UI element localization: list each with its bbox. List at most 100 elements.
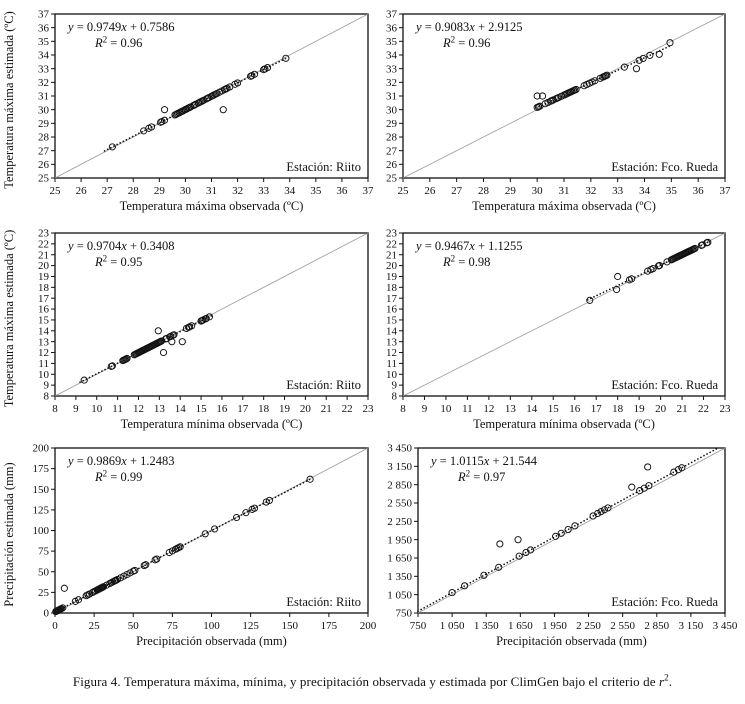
x-axis-title: Temperatura mínima observada (ºC) (473, 417, 655, 431)
data-point (282, 54, 290, 62)
y-tick-label: 19 (38, 271, 50, 283)
y-tick-label: 34 (38, 50, 50, 62)
y-tick-label: 18 (386, 282, 398, 294)
y-tick-label: 23 (38, 228, 50, 240)
x-tick-label: 36 (336, 185, 348, 197)
x-tick-label: 19 (279, 403, 291, 415)
data-point-outlier (496, 540, 504, 548)
data-point-outlier (628, 483, 636, 491)
data-point (448, 589, 456, 597)
data-point (678, 464, 686, 472)
y-tick-label: 10 (38, 369, 50, 381)
x-tick-label: 34 (639, 185, 651, 197)
y-tick-label: 20 (386, 260, 398, 272)
x-tick-label: 37 (363, 185, 375, 197)
x-tick-label: 27 (102, 185, 114, 197)
y-tick-label: 14 (386, 325, 398, 337)
x-tick-label: 35 (310, 185, 322, 197)
y-tick-label: 11 (38, 358, 49, 370)
regression-equation: y = 0.9869x + 1.2483 (66, 454, 175, 468)
y-tick-label: 0 (44, 608, 50, 620)
y-tick-label: 29 (386, 118, 398, 130)
y-tick-label: 200 (33, 443, 50, 455)
x-tick-label: 25 (89, 620, 101, 632)
chart-tmax-fco-rueda: 25 26 27 28 29 30 31 32 33 34 35 36 3725262728293031… (386, 9, 732, 213)
y-tick-label: 1 950 (387, 534, 412, 546)
y-tick-label: 32 (38, 77, 49, 89)
y-tick-label: 30 (38, 104, 50, 116)
data-point (170, 331, 178, 339)
data-point-outlier (159, 348, 168, 357)
data-point (123, 354, 131, 363)
data-point (211, 525, 219, 533)
data-point (526, 546, 535, 554)
data-point (80, 376, 88, 384)
x-tick-label: 25 (398, 185, 410, 197)
data-point-outlier (538, 92, 547, 100)
data-point (205, 313, 213, 321)
x-tick-label: 15 (196, 403, 208, 415)
y-tick-label: 37 (386, 9, 398, 21)
x-tick-label: 9 (422, 403, 428, 415)
x-tick-label: 1 650 (508, 620, 533, 632)
data-point (572, 85, 580, 94)
x-tick-label: 26 (424, 185, 436, 197)
y-tick-label: 175 (33, 463, 50, 475)
y-tick-label: 3 450 (387, 443, 412, 455)
x-tick-label: 0 (52, 620, 58, 632)
x-axis-title: Temperatura mínima observada (ºC) (121, 417, 303, 431)
y-tick-label: 75 (38, 546, 50, 558)
x-tick-label: 20 (300, 403, 312, 415)
x-tick-label: 15 (548, 403, 560, 415)
y-tick-label: 26 (38, 159, 50, 171)
fit-line (103, 56, 288, 152)
y-tick-label: 22 (386, 238, 397, 250)
identity-line (402, 232, 726, 397)
x-tick-label: 26 (76, 185, 88, 197)
y-tick-label: 50 (38, 566, 50, 578)
fit-line (417, 447, 719, 612)
figure-caption: Figura 4. Temperatura máxima, mínima, y … (73, 673, 672, 690)
station-label: Estación: Riito (286, 595, 361, 609)
x-tick-label: 14 (526, 403, 538, 415)
x-tick-label: 37 (720, 185, 732, 197)
x-tick-label: 35 (666, 185, 678, 197)
data-point (674, 466, 682, 474)
y-tick-label: 12 (38, 347, 49, 359)
data-point (265, 496, 273, 505)
x-tick-label: 31 (559, 185, 570, 197)
data-point (201, 530, 209, 538)
x-tick-label: 33 (612, 185, 624, 197)
data-point (160, 116, 169, 124)
x-tick-label: 25 (50, 185, 62, 197)
y-tick-label: 15 (38, 315, 50, 327)
data-point (597, 508, 605, 516)
y-tick-label: 21 (38, 249, 49, 261)
y-tick-label: 15 (386, 315, 398, 327)
data-point (645, 482, 653, 490)
regression-equation: y = 0.9704x + 0.3408 (66, 239, 175, 253)
x-tick-label: 8 (52, 403, 58, 415)
station-label: Estación: Riito (286, 378, 361, 392)
x-tick-label: 13 (154, 403, 166, 415)
data-point-outlier (533, 92, 541, 100)
y-tick-label: 8 (392, 391, 398, 403)
data-point-outlier (178, 338, 186, 346)
subplot-tmin-fco-rueda: 8 9 10 11 12 13 14 15 16 17 18 19 20 21 22 23 8 9 10 11 12 13… (373, 220, 745, 440)
y-tick-label: 31 (38, 91, 49, 103)
y-tick-label: 125 (33, 504, 50, 516)
data-point (594, 509, 602, 518)
station-label: Estación: Riito (286, 160, 361, 174)
y-tick-label: 9 (392, 380, 398, 392)
x-tick-label: 32 (585, 185, 596, 197)
data-point (552, 532, 560, 540)
x-axis-title: Precipitación observada (mm) (136, 634, 287, 648)
x-tick-label: 34 (284, 185, 296, 197)
y-tick-label: 26 (386, 159, 398, 171)
x-tick-label: 1 950 (542, 620, 567, 632)
caption-row: Figura 4. Temperatura máxima, mínima, y … (0, 660, 745, 704)
data-point-outlier (614, 272, 622, 281)
y-tick-label: 17 (386, 293, 398, 305)
regression-equation: y = 0.9467x + 1.1255 (414, 239, 523, 253)
x-tick-label: 33 (258, 185, 270, 197)
